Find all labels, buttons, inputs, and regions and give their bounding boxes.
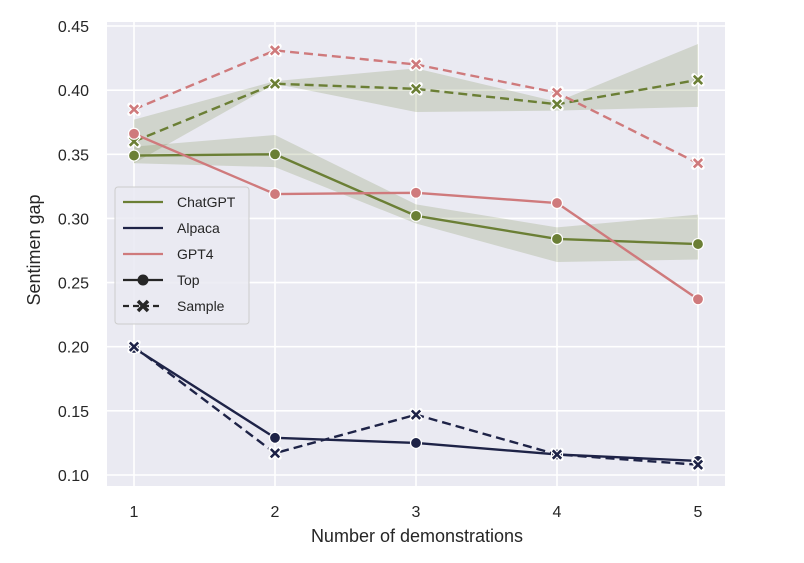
data-point-chatgpt-top <box>550 232 564 246</box>
data-point-alpaca-sample <box>127 340 141 354</box>
y-tick-label: 0.35 <box>58 147 89 164</box>
y-tick-label: 0.15 <box>58 404 89 421</box>
series-markers <box>127 43 705 472</box>
data-point-chatgpt-sample <box>409 82 423 96</box>
legend-label: Sample <box>177 298 225 314</box>
legend-item-top: Top <box>123 272 200 288</box>
legend-marker-circle <box>137 274 149 286</box>
legend-label: Alpaca <box>177 220 220 236</box>
data-point-chatgpt-top <box>691 237 705 251</box>
data-point-chatgpt-top <box>268 148 282 161</box>
legend-item-gpt4: GPT4 <box>123 246 214 262</box>
y-tick-label: 0.25 <box>58 276 89 293</box>
data-point-gpt4-top <box>409 186 423 199</box>
legend-label: GPT4 <box>177 246 214 262</box>
data-point-chatgpt-top <box>409 209 423 222</box>
data-point-alpaca-sample <box>691 458 705 472</box>
legend-box <box>114 186 250 325</box>
y-tick-label: 0.30 <box>58 211 89 228</box>
y-axis-label: Sentimen gap <box>24 194 44 305</box>
legend: ChatGPT Alpaca GPT4 Top Sample <box>114 186 250 325</box>
y-tick-label: 0.45 <box>58 19 89 36</box>
y-tick-label: 0.40 <box>58 83 89 100</box>
data-point-alpaca-sample <box>268 446 282 460</box>
y-axis-ticks: 0.10 0.15 0.20 0.25 0.30 0.35 0.40 0.45 <box>58 19 89 485</box>
ci-band-chatgpt-sample <box>134 43 698 164</box>
legend-item-sample: Sample <box>123 298 225 314</box>
data-point-chatgpt-sample <box>691 73 705 87</box>
data-point-gpt4-top <box>550 196 564 210</box>
legend-item-alpaca: Alpaca <box>123 220 220 236</box>
x-axis-ticks: 1 2 3 4 5 <box>130 504 703 521</box>
data-point-chatgpt-sample <box>268 77 282 91</box>
legend-label: Top <box>177 272 200 288</box>
x-axis-label: Number of demonstrations <box>311 526 523 546</box>
data-point-gpt4-sample <box>268 43 282 58</box>
x-tick-label: 2 <box>271 504 280 521</box>
data-point-gpt4-sample <box>691 156 705 170</box>
data-point-alpaca-top <box>409 436 423 450</box>
data-point-alpaca-sample <box>550 447 564 462</box>
ci-band-chatgpt-top <box>134 135 698 263</box>
grid <box>107 22 725 486</box>
legend-item-chatgpt: ChatGPT <box>123 194 236 210</box>
confidence-bands <box>134 43 698 263</box>
x-tick-label: 5 <box>694 504 703 521</box>
data-point-chatgpt-sample <box>550 97 564 111</box>
y-tick-label: 0.20 <box>58 340 89 357</box>
x-tick-label: 3 <box>412 504 421 521</box>
x-tick-label: 1 <box>130 504 139 521</box>
data-point-alpaca-top <box>268 431 282 444</box>
legend-label: ChatGPT <box>177 194 236 210</box>
data-point-gpt4-top <box>691 293 705 306</box>
y-tick-label: 0.10 <box>58 468 89 485</box>
data-point-gpt4-top <box>268 187 282 201</box>
data-point-gpt4-top <box>127 127 141 140</box>
x-tick-label: 4 <box>553 504 562 521</box>
data-point-chatgpt-top <box>127 149 141 162</box>
data-point-gpt4-sample <box>127 102 141 117</box>
data-point-alpaca-sample <box>409 408 423 422</box>
legend-marker-x <box>136 299 150 313</box>
data-point-gpt4-sample <box>550 86 564 100</box>
series-line-chatgpt-sample <box>133 78 699 143</box>
data-point-gpt4-sample <box>409 57 423 72</box>
